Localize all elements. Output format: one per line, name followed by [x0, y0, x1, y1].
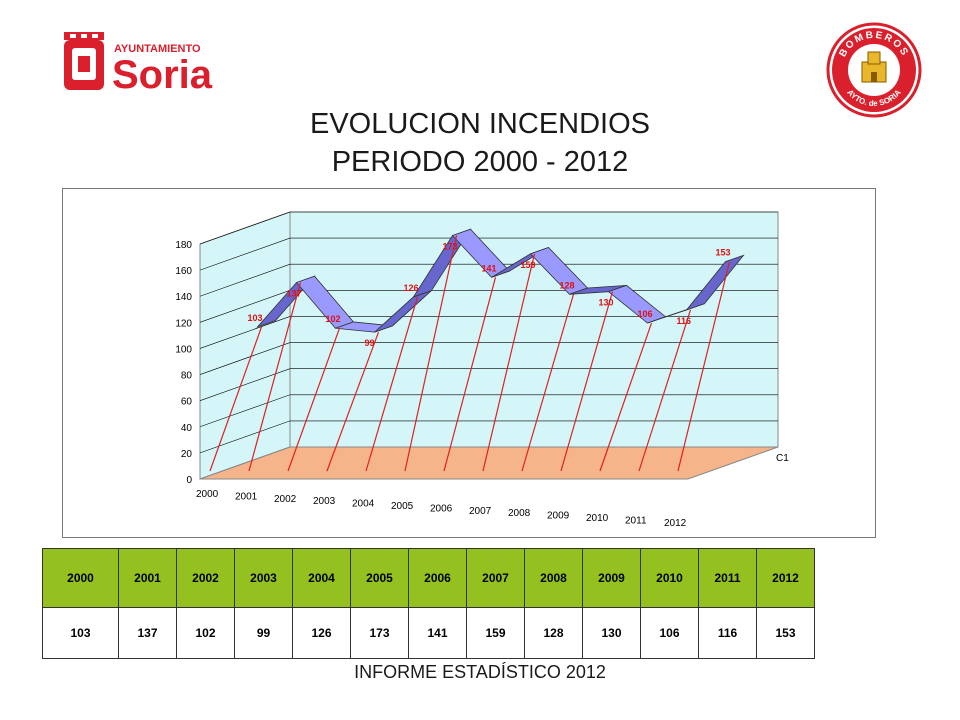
chart-frame: 0 20 40 60 80 100 120 140 160 180 103 137 102 99 126 17…	[62, 188, 876, 538]
table-header-cell: 2009	[582, 548, 641, 608]
gridline	[199, 368, 778, 401]
x-tick-label: 2003	[313, 496, 336, 507]
table-value-cell: 126	[292, 607, 351, 659]
chart-title-line2: PERIODO 2000 - 2012	[331, 146, 629, 178]
table-header-cell: 2012	[756, 548, 815, 608]
data-label: 173	[443, 242, 458, 252]
x-tick-label: 2009	[547, 511, 570, 522]
table-header-cell: 2001	[118, 548, 177, 608]
drop-line	[365, 296, 419, 472]
data-label: 99	[365, 338, 375, 348]
drop-line	[248, 282, 302, 472]
data-label: 159	[521, 260, 536, 270]
gridline	[199, 237, 778, 271]
y-tick-label: 0	[186, 475, 192, 486]
table-header-cell: 2006	[408, 548, 467, 608]
ayuntamiento-soria-logo: AYUNTAMIENTO Soria	[64, 32, 213, 92]
table-value-cell: 130	[582, 607, 641, 659]
side-wall	[199, 211, 291, 480]
gridline	[199, 342, 778, 375]
drop-line	[521, 294, 575, 472]
table-header-cell: 2003	[234, 548, 293, 608]
table-header-cell: 2004	[292, 548, 351, 608]
gridline	[199, 263, 778, 297]
drop-line	[443, 277, 497, 472]
table-value-cell: 106	[640, 607, 699, 659]
x-tick-label: 2005	[391, 501, 414, 512]
data-label: 137	[287, 289, 302, 299]
logo-small-text: AYUNTAMIENTO	[114, 43, 201, 55]
y-tick-label: 40	[181, 423, 193, 434]
x-tick-label: 2006	[430, 503, 453, 514]
table-value-cell: 102	[176, 607, 235, 659]
x-tick-label: 2012	[664, 518, 687, 529]
gridline	[199, 211, 778, 245]
bomberos-seal-logo: BOMBEROS AYTO. de SORIA	[826, 22, 922, 118]
drop-line	[482, 253, 536, 472]
data-label: 106	[638, 309, 653, 319]
drop-line	[599, 322, 653, 472]
table-value-cell: 173	[350, 607, 409, 659]
table-value-cell: 159	[466, 607, 525, 659]
data-label: 141	[482, 263, 497, 273]
y-tick-label: 120	[175, 318, 192, 329]
x-tick-label: 2010	[586, 513, 609, 524]
data-label: 103	[248, 313, 263, 323]
table-value-cell: 153	[756, 607, 815, 659]
logo-big-text: Soria	[112, 53, 213, 92]
floor	[199, 446, 779, 480]
drop-line	[638, 309, 692, 472]
gridline	[199, 420, 778, 454]
table-value-cell: 103	[42, 607, 119, 659]
x-tick-label: 2007	[469, 506, 492, 517]
table-value-cell: 128	[524, 607, 583, 659]
table-value-cell: 99	[234, 607, 293, 659]
table-value-cell: 141	[408, 607, 467, 659]
y-tick-label: 100	[175, 344, 192, 355]
x-tick-label: 2001	[235, 491, 258, 502]
table-values-row: 103 137 102 99 126 173 141 159 128 130 106 116 153	[42, 607, 815, 659]
x-tick-label: 2002	[274, 494, 297, 505]
y-tick-label: 80	[181, 371, 193, 382]
drop-line	[287, 328, 341, 472]
x-tick-label: 2004	[352, 499, 375, 510]
series-label: C1	[776, 453, 789, 464]
chart-title-line1: EVOLUCION INCENDIOS	[310, 108, 650, 140]
data-label: 128	[560, 280, 575, 290]
y-tick-label: 60	[181, 397, 193, 408]
ribbon-segment	[685, 254, 745, 311]
data-label: 153	[716, 248, 731, 258]
x-tick-label: 2000	[196, 489, 219, 500]
fires-evolution-chart: 0 20 40 60 80 100 120 140 160 180 103 137 102 99 126 17…	[175, 211, 789, 529]
drop-line	[209, 326, 263, 472]
drop-line	[326, 331, 380, 472]
x-tick-label: 2011	[625, 515, 647, 526]
data-label: 126	[404, 283, 419, 293]
table-header-cell: 2002	[176, 548, 235, 608]
y-tick-label: 160	[175, 266, 192, 277]
table-value-cell: 116	[698, 607, 757, 659]
data-label: 116	[677, 316, 692, 326]
y-tick-label: 20	[181, 449, 193, 460]
drop-line	[677, 261, 731, 472]
gridline	[199, 316, 778, 349]
x-tick-label: 2008	[508, 508, 531, 519]
table-header-cell: 2010	[640, 548, 699, 608]
data-label: 130	[599, 298, 614, 308]
castle-icon	[861, 51, 887, 83]
drop-line	[560, 291, 614, 472]
table-header-cell: 2008	[524, 548, 583, 608]
table-value-cell: 137	[118, 607, 177, 659]
data-label: 102	[326, 314, 341, 324]
y-tick-label: 140	[175, 292, 192, 303]
table-header-cell: 2011	[698, 548, 757, 608]
y-tick-label: 180	[175, 240, 192, 251]
table-header-cell: 2000	[42, 548, 119, 608]
table-header-cell: 2007	[466, 548, 525, 608]
table-header-cell: 2005	[350, 548, 409, 608]
table-header-row: 2000 2001 2002 2003 2004 2005 2006 2007 2008 2009…	[42, 548, 815, 608]
footer-text: INFORME ESTADÍSTICO 2012	[354, 662, 606, 682]
fires-table: 2000 2001 2002 2003 2004 2005 2006 2007 2008 2009…	[42, 548, 815, 659]
drop-line	[404, 235, 458, 472]
